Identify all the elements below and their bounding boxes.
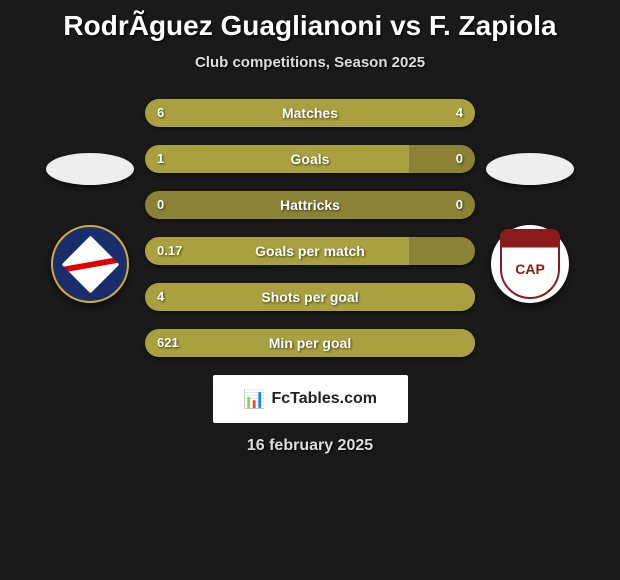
stat-bar: 4Shots per goal — [145, 283, 475, 311]
right-crest-shield-icon: CAP — [500, 229, 560, 299]
date-label: 16 february 2025 — [0, 437, 620, 455]
bar-label: Matches — [145, 99, 475, 127]
chart-icon: 📊 — [243, 389, 265, 410]
right-team-crest: CAP — [491, 225, 569, 303]
bar-label: Goals — [145, 145, 475, 173]
stat-bar: 10Goals — [145, 145, 475, 173]
left-crest-flag-icon — [58, 232, 122, 296]
stat-bar: 621Min per goal — [145, 329, 475, 357]
right-side: CAP — [485, 153, 575, 303]
watermark-text: FcTables.com — [271, 390, 377, 408]
bar-label: Goals per match — [145, 237, 475, 265]
bar-label: Hattricks — [145, 191, 475, 219]
stat-bar: 00Hattricks — [145, 191, 475, 219]
bar-label: Min per goal — [145, 329, 475, 357]
stat-bar: 64Matches — [145, 99, 475, 127]
page-title: RodrÃ­guez Guaglianoni vs F. Zapiola — [0, 0, 620, 42]
left-side — [45, 153, 135, 303]
source-watermark[interactable]: 📊 FcTables.com — [213, 375, 408, 423]
bar-label: Shots per goal — [145, 283, 475, 311]
right-flag-oval — [486, 153, 574, 185]
stat-bar: 0.17Goals per match — [145, 237, 475, 265]
left-team-crest — [51, 225, 129, 303]
comparison-panel: 64Matches 10Goals 00Hattricks 0.17Goals per… — [0, 99, 620, 357]
subtitle: Club competitions, Season 2025 — [0, 54, 620, 71]
stat-bars: 64Matches 10Goals 00Hattricks 0.17Goals per… — [145, 99, 475, 357]
left-flag-oval — [46, 153, 134, 185]
